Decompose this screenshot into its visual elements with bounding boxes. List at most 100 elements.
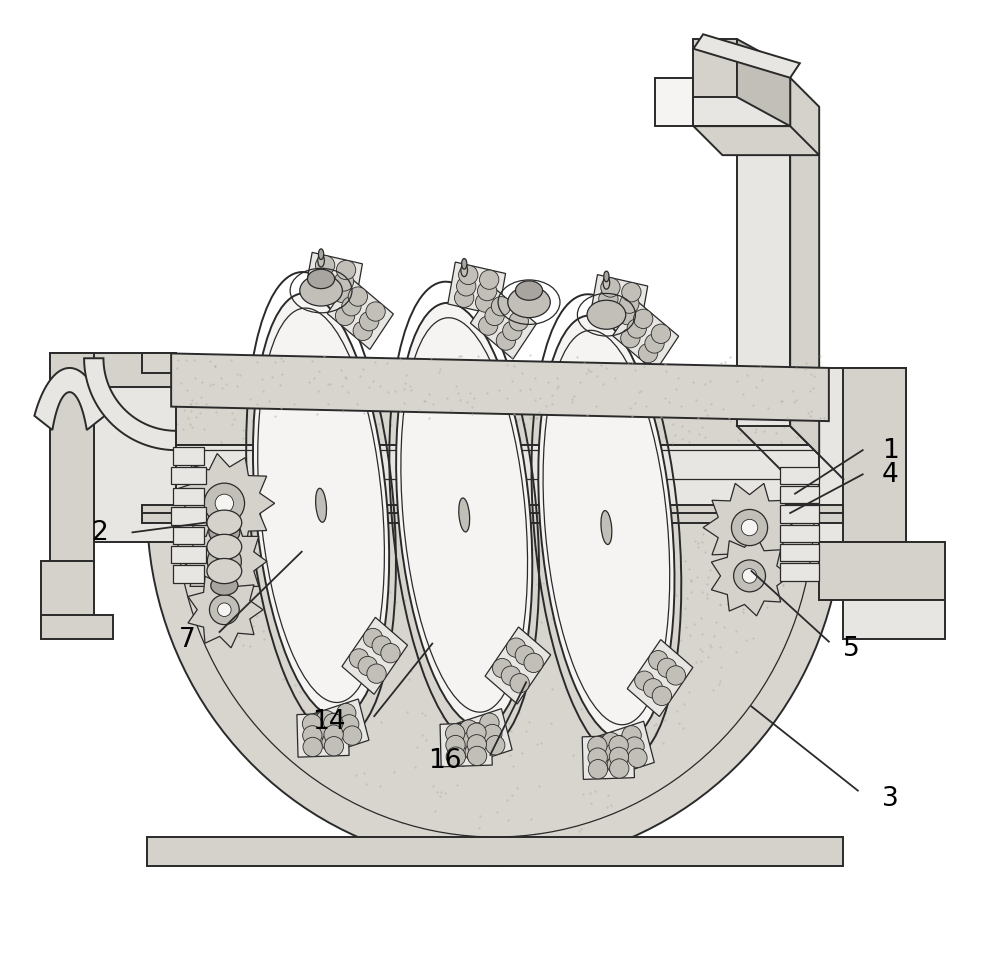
Ellipse shape: [446, 724, 465, 743]
Polygon shape: [711, 536, 790, 616]
Ellipse shape: [597, 301, 616, 321]
Ellipse shape: [459, 498, 470, 532]
Ellipse shape: [318, 255, 324, 267]
Ellipse shape: [332, 284, 352, 303]
Ellipse shape: [315, 256, 335, 275]
Ellipse shape: [503, 322, 522, 341]
Ellipse shape: [209, 595, 239, 625]
Ellipse shape: [609, 747, 629, 766]
Ellipse shape: [734, 560, 766, 592]
Polygon shape: [327, 279, 393, 350]
Ellipse shape: [601, 278, 620, 297]
Ellipse shape: [462, 732, 481, 751]
Polygon shape: [843, 368, 906, 543]
Polygon shape: [305, 253, 362, 306]
Ellipse shape: [492, 659, 512, 678]
Ellipse shape: [643, 679, 663, 699]
Polygon shape: [173, 448, 204, 465]
Polygon shape: [147, 480, 843, 509]
Ellipse shape: [618, 306, 637, 326]
Ellipse shape: [491, 297, 511, 317]
Polygon shape: [50, 354, 94, 601]
Ellipse shape: [342, 297, 361, 317]
Ellipse shape: [506, 639, 526, 658]
Polygon shape: [142, 509, 843, 523]
Ellipse shape: [348, 288, 368, 307]
Polygon shape: [142, 446, 843, 509]
Ellipse shape: [601, 511, 612, 545]
Ellipse shape: [217, 554, 232, 570]
Polygon shape: [147, 837, 843, 866]
Ellipse shape: [501, 667, 521, 686]
Ellipse shape: [381, 643, 400, 663]
Ellipse shape: [588, 748, 607, 767]
Polygon shape: [142, 354, 176, 373]
Text: 1: 1: [882, 438, 899, 464]
Ellipse shape: [524, 653, 543, 672]
Ellipse shape: [218, 604, 231, 617]
Polygon shape: [693, 127, 819, 156]
Polygon shape: [50, 354, 176, 388]
Ellipse shape: [741, 519, 758, 536]
Ellipse shape: [620, 295, 639, 314]
Text: 3: 3: [882, 786, 899, 811]
Ellipse shape: [508, 288, 550, 318]
Polygon shape: [171, 467, 206, 484]
Polygon shape: [94, 368, 176, 543]
Ellipse shape: [601, 733, 621, 752]
Text: 16: 16: [428, 747, 461, 773]
Polygon shape: [737, 78, 790, 426]
Polygon shape: [41, 615, 113, 640]
Polygon shape: [780, 506, 819, 523]
Ellipse shape: [486, 735, 505, 755]
Polygon shape: [655, 78, 693, 127]
Polygon shape: [188, 572, 263, 648]
Ellipse shape: [651, 325, 671, 344]
Ellipse shape: [324, 725, 343, 744]
Ellipse shape: [480, 270, 499, 290]
Ellipse shape: [475, 294, 495, 313]
Polygon shape: [819, 543, 945, 601]
Ellipse shape: [455, 289, 474, 308]
Polygon shape: [218, 489, 231, 620]
Polygon shape: [147, 509, 843, 866]
Ellipse shape: [209, 521, 240, 545]
Ellipse shape: [457, 277, 476, 297]
Ellipse shape: [334, 272, 354, 292]
Ellipse shape: [625, 737, 644, 757]
Polygon shape: [176, 454, 275, 553]
Ellipse shape: [324, 736, 344, 756]
Ellipse shape: [360, 312, 379, 331]
Ellipse shape: [459, 266, 478, 285]
Polygon shape: [171, 354, 829, 422]
Polygon shape: [780, 545, 819, 562]
Ellipse shape: [638, 344, 658, 363]
Polygon shape: [613, 301, 679, 372]
Ellipse shape: [467, 723, 486, 742]
Ellipse shape: [496, 331, 516, 351]
Ellipse shape: [446, 735, 465, 755]
Ellipse shape: [622, 283, 641, 302]
Ellipse shape: [509, 312, 528, 331]
Polygon shape: [448, 263, 506, 316]
Polygon shape: [582, 735, 634, 780]
Polygon shape: [780, 486, 819, 504]
Ellipse shape: [666, 666, 685, 685]
Ellipse shape: [587, 301, 626, 329]
Ellipse shape: [396, 303, 532, 728]
Text: 4: 4: [882, 462, 899, 487]
Polygon shape: [309, 700, 369, 757]
Polygon shape: [590, 275, 648, 328]
Ellipse shape: [372, 637, 391, 656]
Ellipse shape: [510, 674, 529, 693]
Polygon shape: [703, 484, 796, 572]
Ellipse shape: [207, 511, 242, 536]
Polygon shape: [485, 627, 551, 704]
Ellipse shape: [335, 307, 355, 327]
Ellipse shape: [657, 659, 677, 677]
Polygon shape: [452, 709, 512, 766]
Polygon shape: [743, 514, 756, 586]
Ellipse shape: [316, 488, 327, 522]
Ellipse shape: [253, 294, 389, 718]
Ellipse shape: [353, 322, 372, 341]
